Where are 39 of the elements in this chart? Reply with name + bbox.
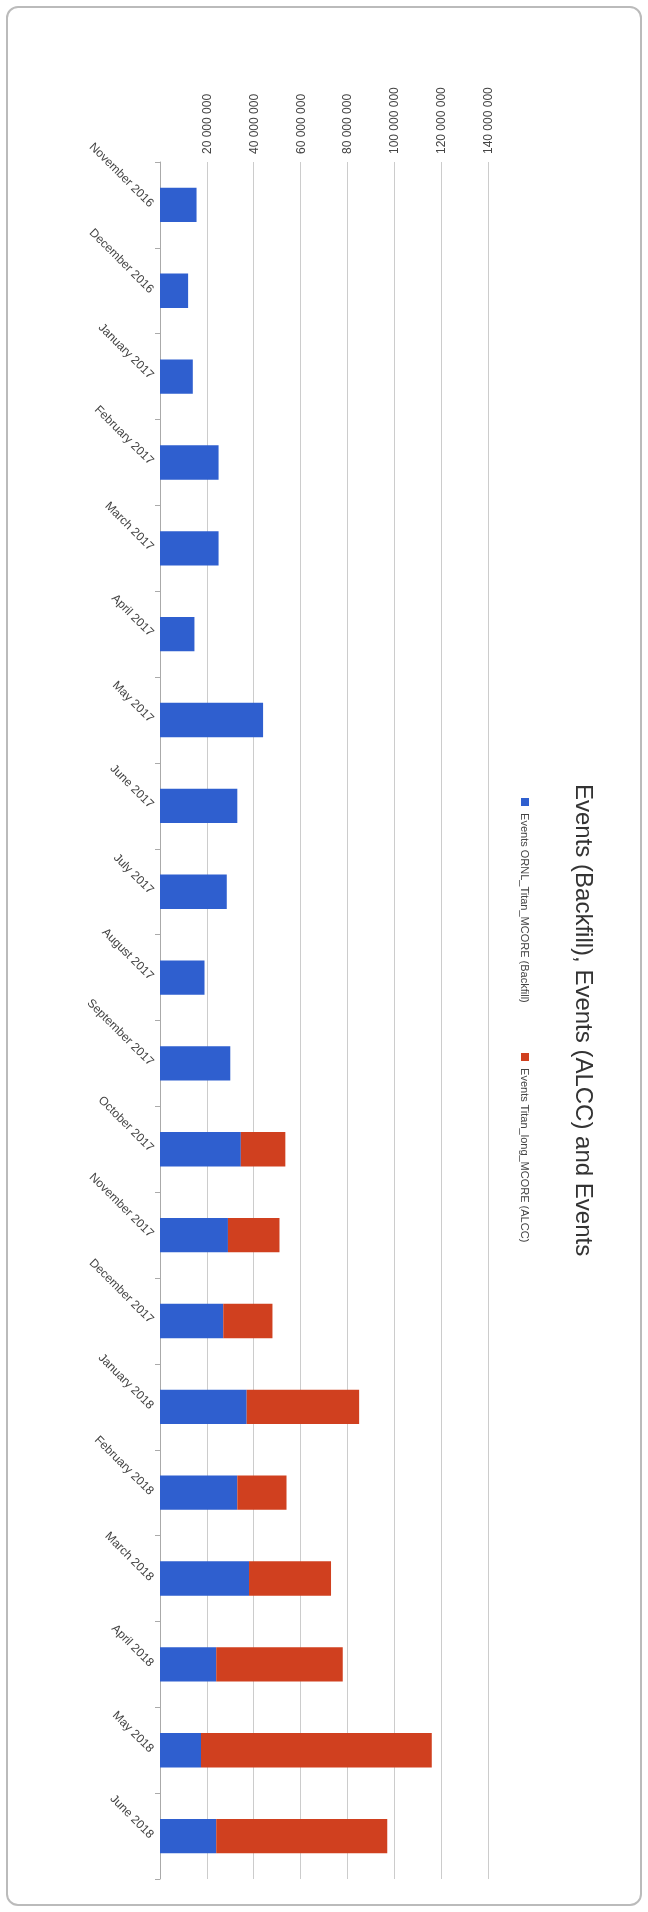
bar: [160, 1733, 201, 1768]
bar: [216, 1818, 388, 1854]
bar: [160, 1046, 231, 1081]
x-tick-label: 80 000 000: [340, 93, 355, 154]
bar: [160, 273, 189, 308]
bar: [160, 531, 219, 566]
bar: [227, 1217, 280, 1253]
bar: [160, 359, 193, 394]
x-tick-label: 120 000 000: [434, 86, 449, 154]
x-tick-label: 100 000 000: [387, 86, 402, 154]
bar: [237, 1475, 287, 1510]
bar: [160, 1818, 217, 1854]
bar: [160, 1217, 228, 1253]
bar: [160, 1475, 238, 1510]
bar: [160, 702, 264, 738]
x-tick-label: 60 000 000: [293, 93, 308, 154]
x-tick-label: 20 000 000: [199, 93, 214, 154]
legend-label: Events ORNL_Titan_MCORE (Backfill): [519, 812, 531, 1004]
bar: [160, 788, 238, 824]
bar: [201, 1733, 432, 1768]
legend-label: Events Titan_long_MCORE (ALCC): [519, 1067, 531, 1243]
bar: [160, 617, 195, 652]
bar: [160, 874, 227, 909]
bar: [160, 1561, 250, 1596]
bar: [160, 1389, 247, 1424]
bar: [249, 1561, 332, 1596]
bar: [160, 960, 205, 995]
bar: [216, 1647, 343, 1682]
bar: [240, 1132, 286, 1167]
bar: [246, 1389, 360, 1424]
bar: [160, 445, 219, 480]
bar: [160, 187, 197, 223]
x-tick-label: 40 000 000: [246, 93, 261, 154]
text: Events (Backfill), Events (ALCC) and Events: [570, 783, 598, 1259]
bar: [223, 1303, 273, 1339]
bar: [160, 1647, 217, 1682]
x-tick-label: 140 000 000: [481, 86, 495, 154]
bar: [160, 1132, 241, 1167]
bar: [160, 1303, 224, 1339]
